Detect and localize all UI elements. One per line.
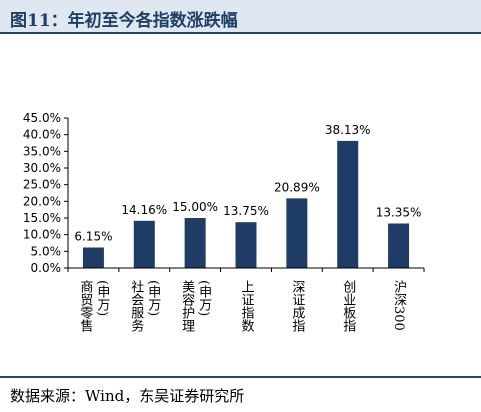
data-label: 20.89%: [274, 180, 320, 194]
y-tick-label: 0.0%: [31, 261, 62, 275]
bar-chart: 0.0% 5.0% 10.0% 15.0% 20.0% 25.0% 30.0% 35.0% 40…: [23, 111, 425, 332]
y-tick-label: 30.0%: [23, 161, 61, 175]
y-tick-label: 20.0%: [23, 194, 61, 208]
y-tick-label: 45.0%: [23, 111, 61, 125]
bar: [82, 247, 104, 268]
data-label: 14.16%: [121, 203, 167, 217]
category-label: 商贸零售: [77, 280, 93, 332]
bars: [82, 140, 410, 268]
y-axis: 0.0% 5.0% 10.0% 15.0% 20.0% 25.0% 30.0% 35.0% 40…: [23, 111, 69, 275]
category-label: 创业板指: [340, 280, 356, 332]
y-tick-label: 15.0%: [23, 211, 61, 225]
data-label: 6.15%: [74, 230, 112, 244]
category-label: (申万): [94, 280, 110, 316]
data-label: 38.13%: [325, 123, 371, 137]
y-tick-label: 35.0%: [23, 144, 61, 158]
source-note: 数据来源：Wind，东吴证券研究所: [10, 387, 245, 405]
bar: [184, 218, 206, 268]
category-label: (申万): [145, 280, 161, 316]
bar: [235, 222, 257, 268]
y-tick-label: 40.0%: [23, 128, 61, 142]
category-label: 沪深300: [391, 279, 407, 330]
y-tick-label: 5.0%: [31, 244, 62, 258]
category-label: 社会服务: [128, 279, 144, 332]
y-tick-label: 10.0%: [23, 228, 61, 242]
x-axis: 商贸零售 (申万) 社会服务 (申万) 美容护理 (申万) 上证指数 深证成指 创业板指 沪深30…: [67, 267, 425, 332]
bar: [133, 220, 155, 268]
page-title: 图11：年初至今各指数涨跌幅: [10, 11, 238, 31]
bar: [286, 198, 308, 268]
category-label: (申万): [196, 280, 212, 316]
y-tick-label: 25.0%: [23, 178, 61, 192]
category-label: 美容护理: [179, 280, 195, 332]
data-label: 13.75%: [223, 204, 269, 218]
bar: [388, 223, 410, 268]
title-bar: 图11：年初至今各指数涨跌幅: [0, 0, 481, 34]
data-label: 15.00%: [172, 200, 218, 214]
bar: [337, 140, 359, 268]
data-label: 13.35%: [376, 206, 422, 220]
data-labels: 6.15% 14.16% 15.00% 13.75% 20.89% 38.13% 13.35…: [74, 123, 421, 244]
category-label: 上证指数: [239, 280, 255, 332]
source-footer: 数据来源：Wind，东吴证券研究所: [0, 376, 481, 412]
category-label: 深证成指: [289, 280, 305, 332]
